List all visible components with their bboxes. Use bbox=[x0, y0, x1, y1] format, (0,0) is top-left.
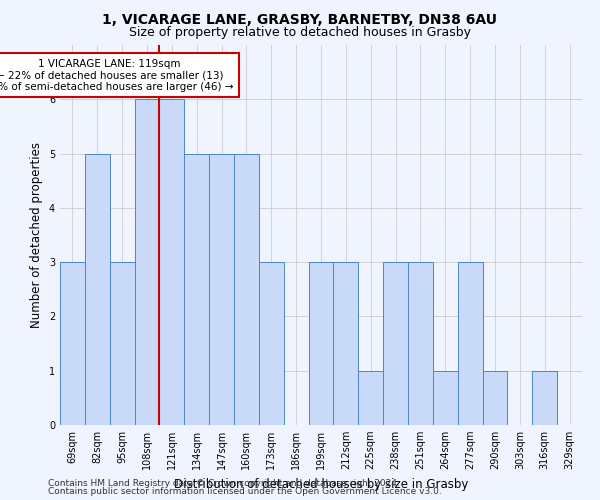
Bar bbox=[160, 100, 184, 425]
Bar bbox=[458, 262, 482, 425]
Y-axis label: Number of detached properties: Number of detached properties bbox=[31, 142, 43, 328]
Bar bbox=[334, 262, 358, 425]
Text: Contains public sector information licensed under the Open Government Licence v3: Contains public sector information licen… bbox=[48, 487, 442, 496]
Bar bbox=[358, 370, 383, 425]
Bar bbox=[259, 262, 284, 425]
Bar bbox=[60, 262, 85, 425]
Bar bbox=[110, 262, 134, 425]
Bar bbox=[234, 154, 259, 425]
Text: Contains HM Land Registry data © Crown copyright and database right 2024.: Contains HM Land Registry data © Crown c… bbox=[48, 478, 400, 488]
Bar bbox=[184, 154, 209, 425]
Text: 1 VICARAGE LANE: 119sqm
← 22% of detached houses are smaller (13)
78% of semi-de: 1 VICARAGE LANE: 119sqm ← 22% of detache… bbox=[0, 58, 234, 92]
Bar bbox=[433, 370, 458, 425]
X-axis label: Distribution of detached houses by size in Grasby: Distribution of detached houses by size … bbox=[174, 478, 468, 490]
Bar bbox=[209, 154, 234, 425]
Text: Size of property relative to detached houses in Grasby: Size of property relative to detached ho… bbox=[129, 26, 471, 39]
Bar bbox=[482, 370, 508, 425]
Bar bbox=[85, 154, 110, 425]
Bar bbox=[383, 262, 408, 425]
Bar bbox=[308, 262, 334, 425]
Bar bbox=[408, 262, 433, 425]
Bar bbox=[532, 370, 557, 425]
Bar bbox=[134, 100, 160, 425]
Text: 1, VICARAGE LANE, GRASBY, BARNETBY, DN38 6AU: 1, VICARAGE LANE, GRASBY, BARNETBY, DN38… bbox=[103, 12, 497, 26]
